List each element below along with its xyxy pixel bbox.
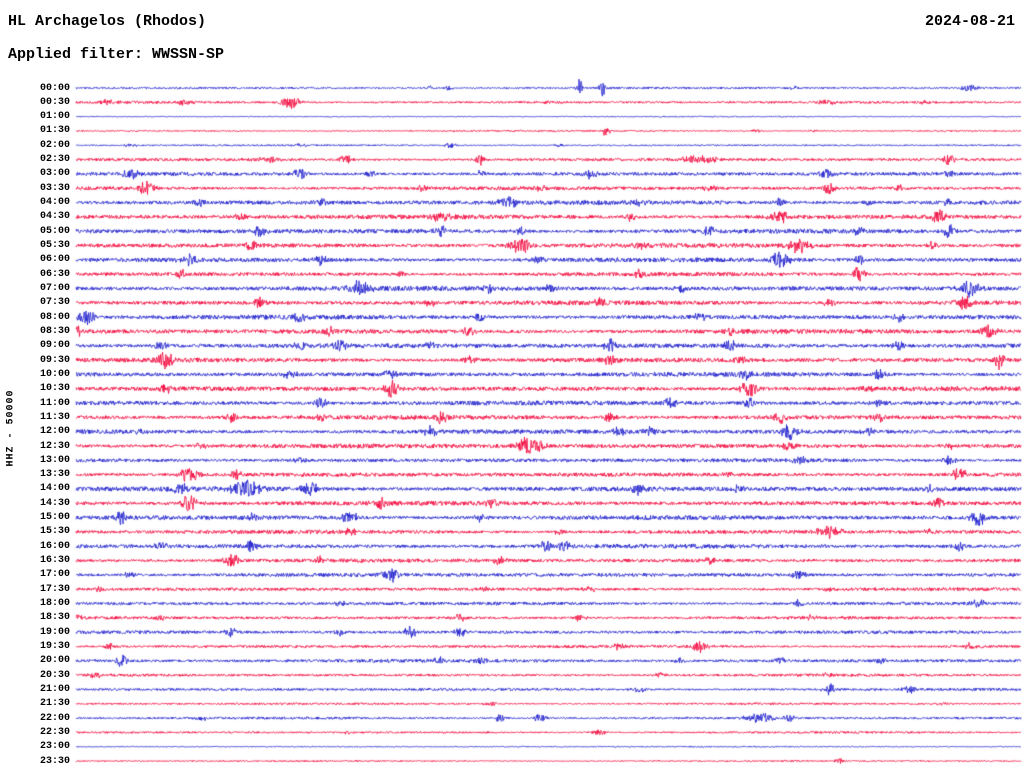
- seismogram-page: HL Archagelos (Rhodos) 2024-08-21 Applie…: [0, 0, 1024, 780]
- seismogram-canvas: [0, 0, 1024, 780]
